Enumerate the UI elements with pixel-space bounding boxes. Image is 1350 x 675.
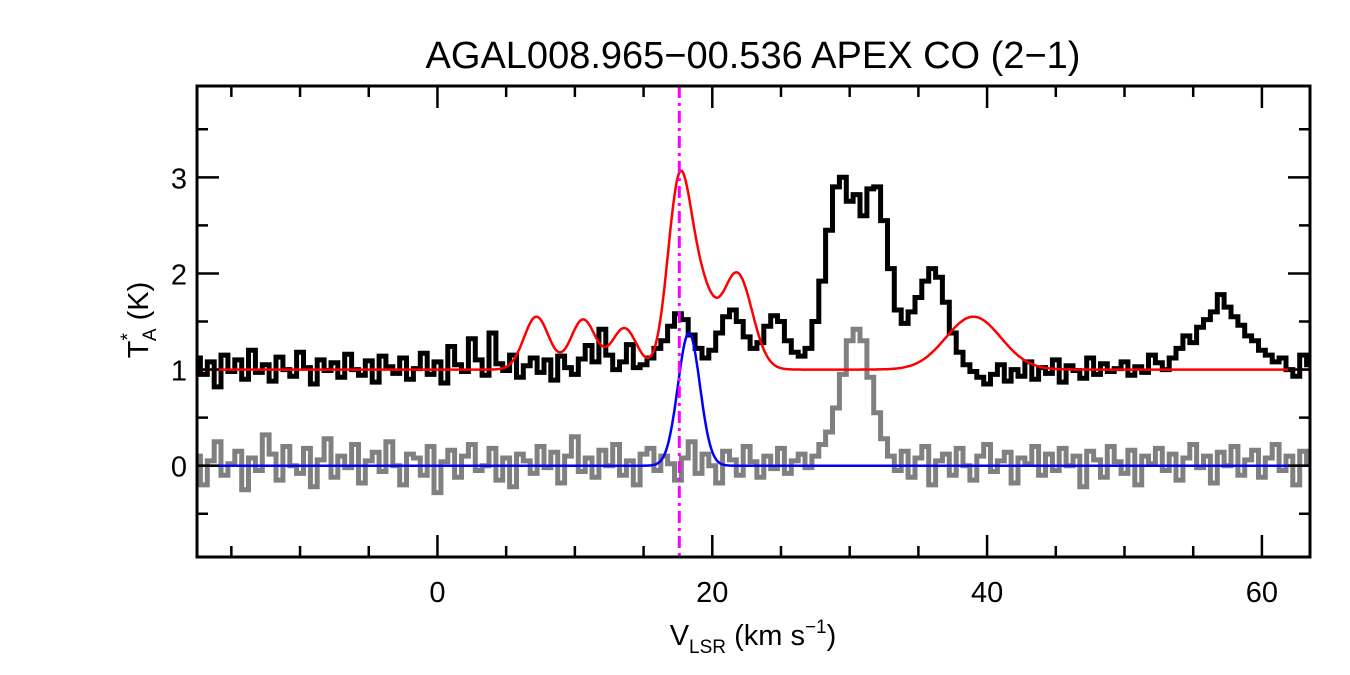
x-tick-label: 20	[696, 577, 728, 609]
plot-frame	[195, 84, 1312, 559]
y-tick-label: 3	[171, 163, 187, 195]
y-tick-label: 0	[171, 452, 187, 484]
series-gray-spectrum	[197, 326, 1310, 496]
y-tick-label: 2	[171, 259, 187, 291]
x-axis-label-unit-close: )	[827, 620, 837, 652]
y-tick-label: 1	[171, 356, 187, 388]
x-tick-label: 40	[971, 577, 1003, 609]
tick-layer	[197, 86, 1310, 557]
series-blue-fit	[197, 331, 1310, 467]
y-axis-label-unit: (K)	[123, 282, 155, 329]
tick-label-layer: 0 20 40 60 0 1 2 3	[171, 163, 1278, 609]
data-layer	[197, 86, 1310, 557]
x-axis-label-unit-sup: −1	[805, 617, 827, 638]
y-axis-label-sub: A	[140, 328, 161, 341]
x-axis-label-sub: LSR	[689, 637, 726, 658]
x-axis-label-unit: (km s	[726, 620, 805, 652]
y-axis-label-main: T	[123, 340, 155, 358]
x-tick-label: 0	[429, 577, 445, 609]
chart-title: AGAL008.965−00.536 APEX CO (2−1)	[426, 35, 1081, 77]
y-axis-label: T*A (K)	[118, 282, 161, 359]
series-red-fit	[197, 169, 1310, 371]
x-tick-label: 60	[1246, 577, 1278, 609]
y-axis-label-sup: *	[118, 333, 139, 341]
x-axis-label: VLSR (km s−1)	[670, 617, 837, 658]
x-axis-label-main: V	[670, 620, 690, 652]
